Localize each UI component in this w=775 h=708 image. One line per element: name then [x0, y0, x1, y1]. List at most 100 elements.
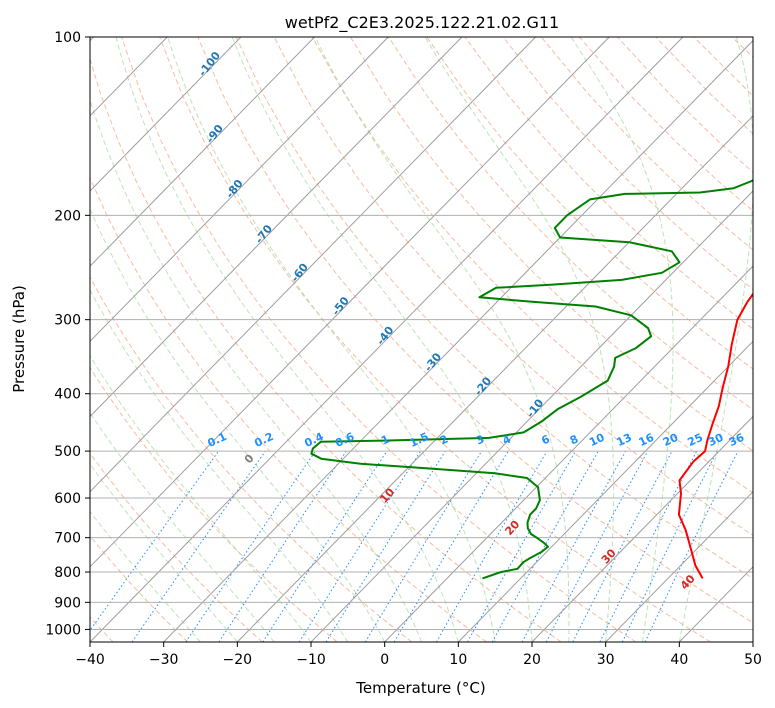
dry-adiabat-line: [90, 366, 338, 642]
isotherm-line: [90, 37, 389, 343]
moist-adiabat-label: 0: [242, 451, 257, 466]
dry-adiabat-label: -40: [374, 324, 397, 348]
y-axis-label: Pressure (hPa): [10, 285, 28, 393]
moist-adiabat-line: [90, 463, 238, 642]
isotherm-line: [90, 37, 315, 267]
moist-adiabat-line: [167, 37, 496, 642]
x-tick-label: −30: [149, 652, 179, 668]
x-tick-label: 40: [670, 652, 688, 668]
dry-adiabat-line: [311, 37, 753, 494]
y-tick-label: 600: [54, 491, 81, 507]
dry-adiabat-label: -50: [329, 294, 352, 318]
y-axis-ticks: 100 200 300 400 500 600 700 800 900 1000: [45, 30, 90, 638]
mixing-ratio-label: 36: [727, 431, 747, 449]
isotherm-line: [384, 265, 753, 642]
moist-adiabat-line: [570, 37, 674, 642]
moist-adiabat-line: [90, 411, 275, 642]
series-layer: [310, 178, 753, 580]
temperature-profile-line: [677, 292, 753, 579]
dry-adiabat-line: [770, 37, 775, 642]
isotherm-line: [531, 415, 753, 642]
moist-adiabat-label: 20: [502, 518, 522, 538]
mixing-ratio-label: 1.5: [408, 430, 431, 450]
dry-adiabat-line: [90, 275, 413, 642]
isotherm-line: [90, 37, 684, 642]
moist-adiabat-label: 30: [599, 546, 619, 566]
mixing-ratio-line: [325, 450, 446, 642]
isotherm-line: [605, 490, 753, 642]
dry-adiabat-line: [617, 37, 753, 173]
isotherm-line: [236, 115, 753, 642]
x-axis-ticks: −40 −30 −20 −10 0 10 20 30 40 50: [75, 642, 762, 668]
x-tick-label: −20: [223, 652, 253, 668]
isotherm-line: [90, 37, 242, 192]
y-tick-label: 200: [54, 208, 81, 224]
dry-adiabat-label: -30: [422, 350, 445, 374]
mixing-ratio-line: [185, 450, 316, 642]
dry-adiabat-line: [464, 37, 753, 330]
moist-adiabat-line: [678, 37, 753, 642]
y-tick-label: 300: [54, 313, 81, 329]
mixing-ratio-label: 0.2: [252, 430, 275, 450]
x-axis-label: Temperature (°C): [355, 679, 485, 697]
plot-frame: [89, 36, 754, 643]
y-tick-label: 500: [54, 444, 81, 460]
chart-title: wetPf2_C2E3.2025.122.21.02.G11: [285, 13, 559, 33]
mixing-ratio-line: [572, 450, 673, 642]
dry-adiabat-line: [350, 37, 753, 452]
dry-adiabat-line: [90, 176, 487, 642]
moist-adiabat-line: [90, 354, 312, 642]
dry-adiabat-line: [159, 37, 711, 642]
moist-adiabat-line: [90, 288, 349, 642]
dry-adiabat-line: [90, 535, 189, 642]
mixing-ratio-line: [521, 450, 627, 642]
dry-adiabat-label: -20: [472, 374, 495, 398]
dry-adiabat-line: [235, 37, 753, 580]
mixing-ratio-line: [545, 450, 649, 642]
moist-adiabat-line: [115, 37, 459, 642]
dry-adiabat-line: [90, 452, 263, 642]
line-labels: -100-90-80-70-60-50-40-30-20-100.1 0.2 0.4…: [196, 49, 747, 592]
moist-adiabat-line: [90, 207, 386, 642]
mixing-ratio-line: [298, 450, 422, 642]
isotherm-line: [163, 39, 753, 642]
isotherm-line: [90, 37, 610, 568]
dry-adiabat-line: [90, 57, 562, 642]
mixing-ratio-line: [393, 450, 509, 642]
dry-adiabat-label: -100: [196, 49, 223, 79]
mixing-ratio-line: [90, 450, 220, 632]
dry-adiabat-line: [426, 37, 753, 370]
moist-adiabat-line: [90, 510, 201, 642]
mixing-ratio-label: 10: [587, 431, 607, 449]
moist-adiabat-label: 40: [678, 572, 698, 592]
mixing-ratio-label: 0.4: [302, 430, 325, 450]
mixing-ratio-label: 0.1: [206, 430, 229, 450]
dry-adiabat-line: [273, 37, 753, 536]
isotherm-line: [310, 190, 753, 642]
x-tick-label: 20: [523, 652, 541, 668]
mixing-ratio-label: 16: [637, 431, 657, 449]
mixing-ratio-label: 20: [661, 431, 681, 449]
x-tick-label: −40: [75, 652, 105, 668]
y-tick-label: 100: [54, 30, 81, 46]
dry-adiabat-label: -80: [223, 177, 246, 201]
dry-adiabat-label: -90: [203, 122, 226, 146]
x-tick-label: 10: [449, 652, 467, 668]
moist-adiabat-line: [424, 37, 615, 642]
isotherm-line: [457, 340, 753, 642]
isotherm-line: [678, 566, 753, 642]
isotherm-line: [90, 37, 536, 493]
x-tick-label: 30: [597, 652, 615, 668]
y-tick-label: 900: [54, 595, 81, 611]
pressure-grid: [90, 37, 753, 630]
mixing-ratio-line: [599, 450, 698, 642]
y-tick-label: 800: [54, 565, 81, 581]
mixing-ratio-label: 25: [686, 431, 705, 449]
x-tick-label: −10: [296, 652, 326, 668]
mixing-ratio-line: [364, 450, 483, 642]
dry-adiabat-line: [693, 37, 753, 97]
y-tick-label: 400: [54, 387, 81, 403]
isotherm-line: [90, 37, 463, 418]
dry-adiabat-line: [197, 37, 753, 624]
